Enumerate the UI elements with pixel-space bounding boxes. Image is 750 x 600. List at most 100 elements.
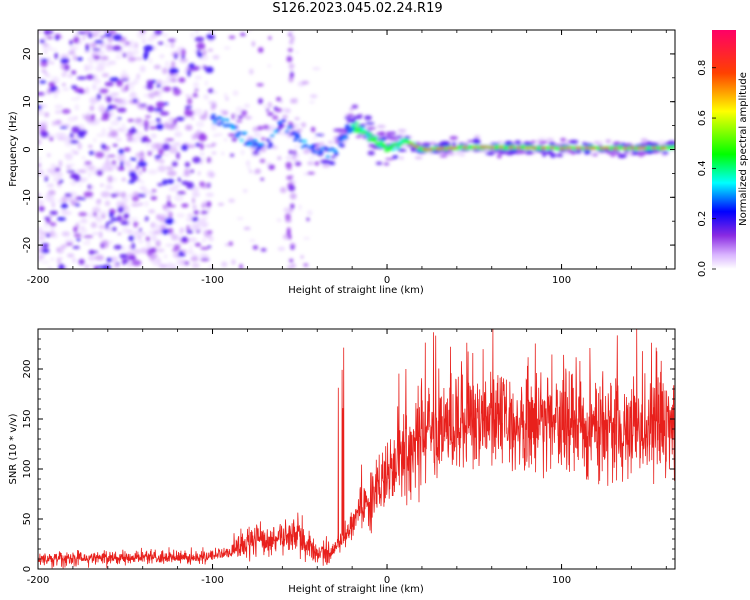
heatmap-cell	[104, 200, 111, 207]
heatmap-cell	[294, 117, 300, 120]
heatmap-cell	[260, 248, 267, 252]
heatmap-cell	[367, 150, 375, 156]
heatmap-cell	[364, 115, 372, 121]
heatmap-cell	[56, 184, 62, 189]
heatmap-cell	[134, 117, 143, 124]
heatmap-cell	[317, 151, 322, 155]
heatmap-cell	[155, 101, 165, 109]
heatmap-cell	[98, 210, 108, 216]
heatmap-cell	[602, 147, 611, 150]
heatmap-cell	[76, 57, 83, 61]
heatmap-cell	[77, 131, 85, 139]
heatmap-cell	[245, 115, 252, 120]
heatmap-cell	[125, 133, 134, 137]
heatmap-cell	[131, 126, 135, 133]
heatmap-cell	[285, 155, 292, 161]
heatmap-cell	[70, 173, 80, 179]
heatmap-cell	[239, 32, 246, 37]
heatmap-cell	[56, 171, 63, 178]
heatmap-cell	[279, 131, 283, 135]
heatmap-cell	[228, 198, 236, 203]
heatmap-cell	[107, 175, 114, 183]
heatmap-cell	[56, 247, 60, 253]
heatmap-cell	[375, 161, 383, 165]
heatmap-cell	[45, 219, 51, 224]
heatmap-cell	[128, 57, 136, 61]
heatmap-cell	[368, 133, 373, 137]
heatmap-cell	[43, 221, 49, 229]
heatmap-cell	[38, 92, 45, 96]
heatmap-cell	[171, 161, 178, 167]
heatmap-cell	[155, 143, 165, 150]
heatmap-cell	[41, 248, 50, 254]
heatmap-cell	[70, 97, 80, 101]
heatmap-cell	[207, 48, 214, 52]
heatmap-cell	[647, 150, 655, 154]
heatmap-cell	[53, 177, 62, 182]
heatmap-cell	[355, 135, 362, 139]
heatmap-cell	[136, 73, 140, 80]
heatmap-cell	[212, 55, 220, 60]
heatmap-cell	[215, 133, 224, 137]
y-tick-label: 0	[22, 146, 33, 152]
heatmap-cell	[54, 110, 62, 114]
heatmap-cell	[162, 204, 167, 210]
heatmap-cell	[61, 108, 71, 114]
heatmap-cell	[384, 148, 389, 153]
heatmap-cell	[267, 141, 273, 145]
heatmap-cell	[38, 169, 45, 176]
heatmap-cell	[169, 67, 179, 74]
heatmap-cell	[140, 181, 145, 184]
heatmap-cell	[60, 244, 68, 249]
heatmap-cell	[146, 241, 152, 249]
heatmap-cell	[198, 52, 203, 59]
heatmap-cell	[54, 167, 61, 172]
heatmap-cell	[558, 147, 565, 150]
heatmap-cell	[48, 48, 58, 51]
heatmap-cell	[79, 177, 88, 183]
heatmap-cell	[127, 118, 135, 122]
heatmap-cell	[44, 216, 51, 220]
heatmap-cell	[72, 245, 80, 249]
heatmap-cell	[92, 83, 97, 91]
heatmap-cell	[159, 216, 166, 223]
heatmap-cell	[385, 158, 395, 160]
heatmap-cell	[50, 86, 58, 91]
heatmap-cell	[59, 179, 64, 184]
heatmap-cell	[365, 122, 375, 125]
heatmap-cell	[320, 146, 325, 150]
heatmap-cell	[273, 129, 278, 134]
heatmap-cell	[368, 143, 376, 147]
heatmap-cell	[282, 114, 288, 119]
heatmap-cell	[71, 126, 80, 134]
heatmap-cell	[204, 215, 209, 219]
heatmap-cell	[286, 56, 293, 63]
heatmap-cell	[210, 125, 217, 131]
heatmap-cell	[132, 49, 139, 56]
heatmap-cell	[410, 147, 416, 153]
heatmap-cell	[352, 115, 363, 120]
heatmap-cell	[288, 63, 295, 69]
spectrogram-x-ticks: -200 -100 0 100	[27, 30, 667, 286]
heatmap-cell	[266, 108, 269, 112]
heatmap-cell	[159, 54, 165, 59]
heatmap-cell	[159, 159, 165, 164]
colorbar-tick-label: 0.2	[697, 211, 708, 227]
heatmap-cell	[668, 140, 675, 144]
heatmap-cell	[107, 104, 113, 111]
heatmap-cell	[221, 261, 228, 268]
heatmap-cell	[143, 119, 149, 128]
heatmap-cell	[277, 156, 282, 161]
heatmap-cell	[290, 98, 295, 104]
heatmap-cell	[48, 81, 56, 88]
heatmap-cell	[99, 88, 109, 94]
heatmap-cell	[113, 92, 120, 96]
heatmap-cell	[154, 155, 162, 159]
heatmap-cell	[90, 222, 97, 229]
heatmap-cell	[145, 236, 151, 242]
heatmap-cell	[155, 117, 161, 123]
heatmap-cell	[433, 144, 438, 147]
heatmap-cell	[139, 65, 146, 73]
heatmap-cell	[101, 73, 110, 78]
heatmap-cell	[93, 212, 97, 217]
